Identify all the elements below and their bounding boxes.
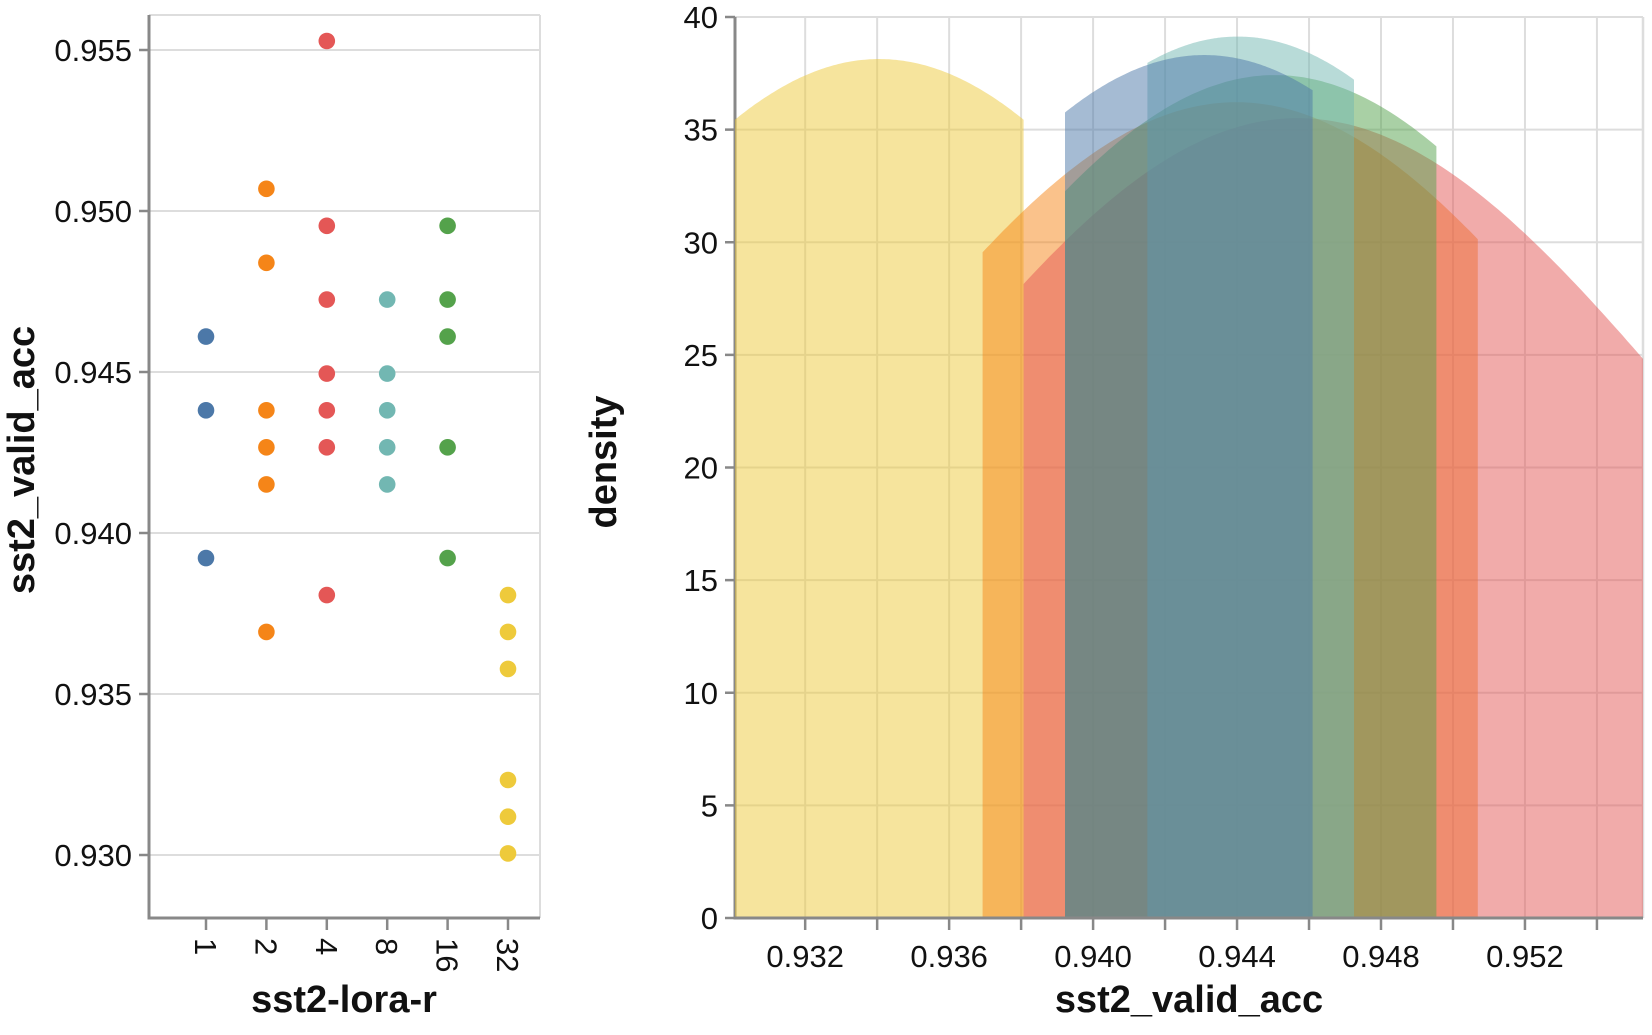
strip-x-axis-title: sst2-lora-r: [251, 979, 437, 1021]
density-chart: 0.932 0.936 0.940 0.944 0.948 0.952 0 5 10 15 20 25…: [583, 0, 1645, 1021]
strip-x-tick-label: 1: [188, 938, 223, 955]
density-y-tick-label: 15: [684, 563, 718, 598]
strip-y-tick-label: 0.955: [54, 33, 132, 68]
density-x-tick-label: 0.944: [1198, 939, 1276, 974]
scatter-point-r16: [439, 549, 456, 567]
scatter-point-r32: [499, 771, 517, 789]
density-y-tick-label: 30: [684, 225, 718, 260]
scatter-point-r2: [258, 402, 275, 419]
density-y-tick-label: 0: [701, 901, 718, 936]
scatter-point-r16: [439, 291, 456, 308]
density-area-r32: [735, 59, 1024, 918]
density-y-tick-label: 5: [701, 788, 718, 823]
strip-y-tick-label: 0.930: [54, 838, 132, 873]
scatter-point-r8: [378, 476, 396, 493]
scatter-point-r32: [499, 660, 517, 678]
scatter-point-r2: [258, 439, 275, 456]
scatter-point-r4: [318, 586, 336, 604]
density-y-tick-label: 25: [684, 338, 718, 373]
strip-x-tick-label: 32: [490, 938, 525, 972]
scatter-point-r16: [439, 217, 456, 235]
density-x-tick-label: 0.952: [1486, 939, 1564, 974]
scatter-point-r32: [499, 586, 517, 604]
scatter-point-r2: [258, 623, 275, 641]
scatter-point-r8: [378, 291, 396, 308]
density-x-tick-label: 0.936: [910, 939, 988, 974]
density-area-r1: [1065, 55, 1313, 918]
scatter-point-r32: [499, 623, 517, 641]
density-x-axis-title: sst2_valid_acc: [1055, 979, 1323, 1021]
density-y-tick-label: 40: [684, 0, 718, 35]
scatter-point-r8: [378, 402, 396, 419]
scatter-point-r2: [258, 180, 275, 198]
scatter-point-r32: [499, 808, 517, 825]
density-y-tick-label: 10: [684, 676, 718, 711]
density-x-tick-label: 0.948: [1342, 939, 1420, 974]
scatter-point-r1: [197, 549, 215, 567]
scatter-point-r1: [197, 328, 215, 345]
density-x-tick-label: 0.932: [766, 939, 844, 974]
scatter-point-r4: [318, 291, 336, 308]
strip-x-tick-label: 8: [369, 938, 404, 955]
density-y-tick-label: 35: [684, 113, 718, 148]
scatter-point-r8: [378, 365, 396, 382]
scatter-point-r4: [318, 439, 336, 456]
scatter-point-r16: [439, 439, 456, 456]
strip-y-tick-label: 0.950: [54, 194, 132, 229]
scatter-point-r1: [197, 402, 215, 419]
scatter-point-r4: [318, 365, 336, 382]
strip-x-tick-label: 2: [248, 938, 283, 955]
scatter-point-r4: [318, 402, 336, 419]
strip-y-tick-label: 0.945: [54, 355, 132, 390]
scatter-point-r2: [258, 254, 275, 272]
scatter-point-r16: [439, 328, 456, 345]
scatter-point-r4: [318, 32, 336, 50]
strip-y-tick-label: 0.935: [54, 677, 132, 712]
scatter-point-r8: [378, 439, 396, 456]
strip-y-tick-label: 0.940: [54, 516, 132, 551]
strip-chart: 0.930 0.935 0.940 0.945 0.950 0.955 1 2 4 8 16 32 s…: [1, 14, 541, 1021]
scatter-point-r4: [318, 217, 336, 235]
density-y-tick-label: 20: [684, 451, 718, 486]
strip-x-tick-label: 16: [430, 938, 465, 972]
scatter-point-r2: [258, 476, 275, 493]
strip-y-axis-title: sst2_valid_acc: [1, 326, 43, 594]
density-x-tick-label: 0.940: [1054, 939, 1132, 974]
scatter-point-r32: [499, 845, 517, 862]
density-y-axis-title: density: [583, 395, 625, 528]
strip-x-tick-label: 4: [309, 938, 344, 955]
